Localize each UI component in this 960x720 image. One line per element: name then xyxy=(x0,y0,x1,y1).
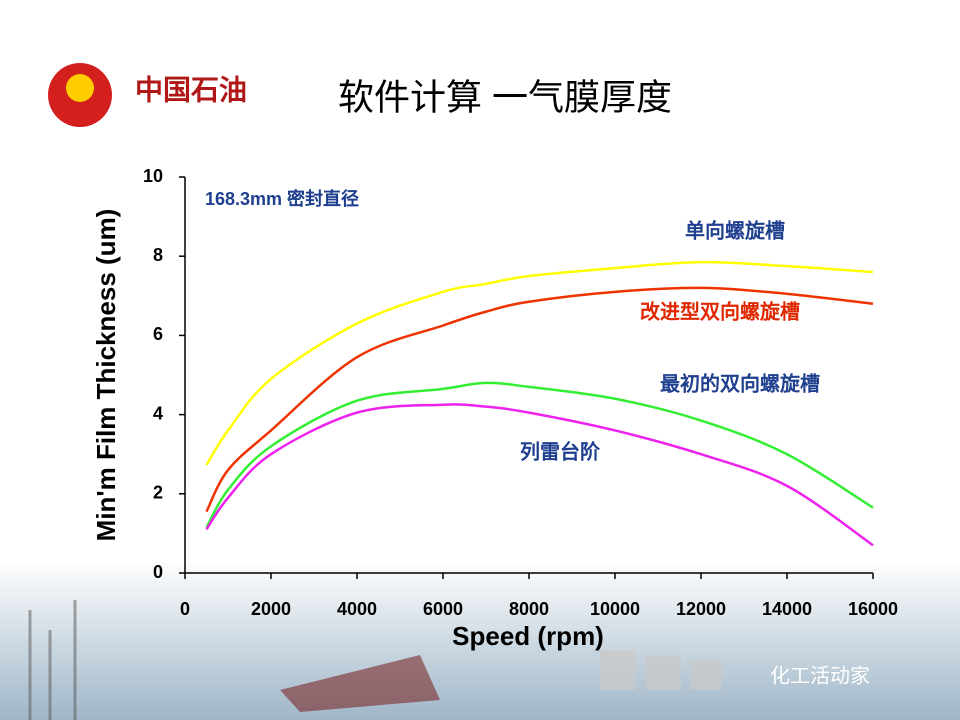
y-tick-label: 0 xyxy=(153,562,163,582)
x-tick-label: 2000 xyxy=(251,599,291,619)
series-line xyxy=(205,381,874,529)
y-tick-label: 6 xyxy=(153,324,163,344)
x-tick-label: 16000 xyxy=(848,599,898,619)
logo: 中国石油 xyxy=(48,63,247,127)
x-axis-label: Speed (rpm) xyxy=(452,621,604,651)
series-label: 列雷台阶 xyxy=(520,439,601,463)
footer: 化工活动家 xyxy=(770,664,870,687)
series-label: 改进型双向螺旋槽 xyxy=(640,299,800,323)
tanks xyxy=(600,650,722,690)
ship xyxy=(280,655,440,712)
refinery xyxy=(28,600,77,720)
logo-sun xyxy=(66,74,94,102)
y-axis-label: Min'm Film Thickness (um) xyxy=(91,209,121,542)
series-line xyxy=(205,403,874,547)
y-tick-label: 10 xyxy=(143,166,163,186)
bottom-scene xyxy=(0,560,960,720)
series-line xyxy=(205,260,874,466)
series-line xyxy=(205,286,874,513)
y-tick-label: 4 xyxy=(153,403,163,423)
series-label: 最初的双向螺旋槽 xyxy=(660,371,820,395)
slide-title: 软件计算 一气膜厚度 xyxy=(338,77,672,118)
y-tick-label: 2 xyxy=(153,483,163,503)
x-tick-label: 10000 xyxy=(590,599,640,619)
x-tick-label: 0 xyxy=(180,599,190,619)
x-tick-label: 12000 xyxy=(676,599,726,619)
annotation: 168.3mm 密封直径 xyxy=(205,188,359,209)
series-label: 单向螺旋槽 xyxy=(685,218,785,242)
x-tick-label: 4000 xyxy=(337,599,377,619)
x-tick-label: 8000 xyxy=(509,599,549,619)
logo-text: 中国石油 xyxy=(135,74,247,105)
y-tick-label: 8 xyxy=(153,245,163,265)
x-tick-label: 6000 xyxy=(423,599,463,619)
x-tick-label: 14000 xyxy=(762,599,812,619)
